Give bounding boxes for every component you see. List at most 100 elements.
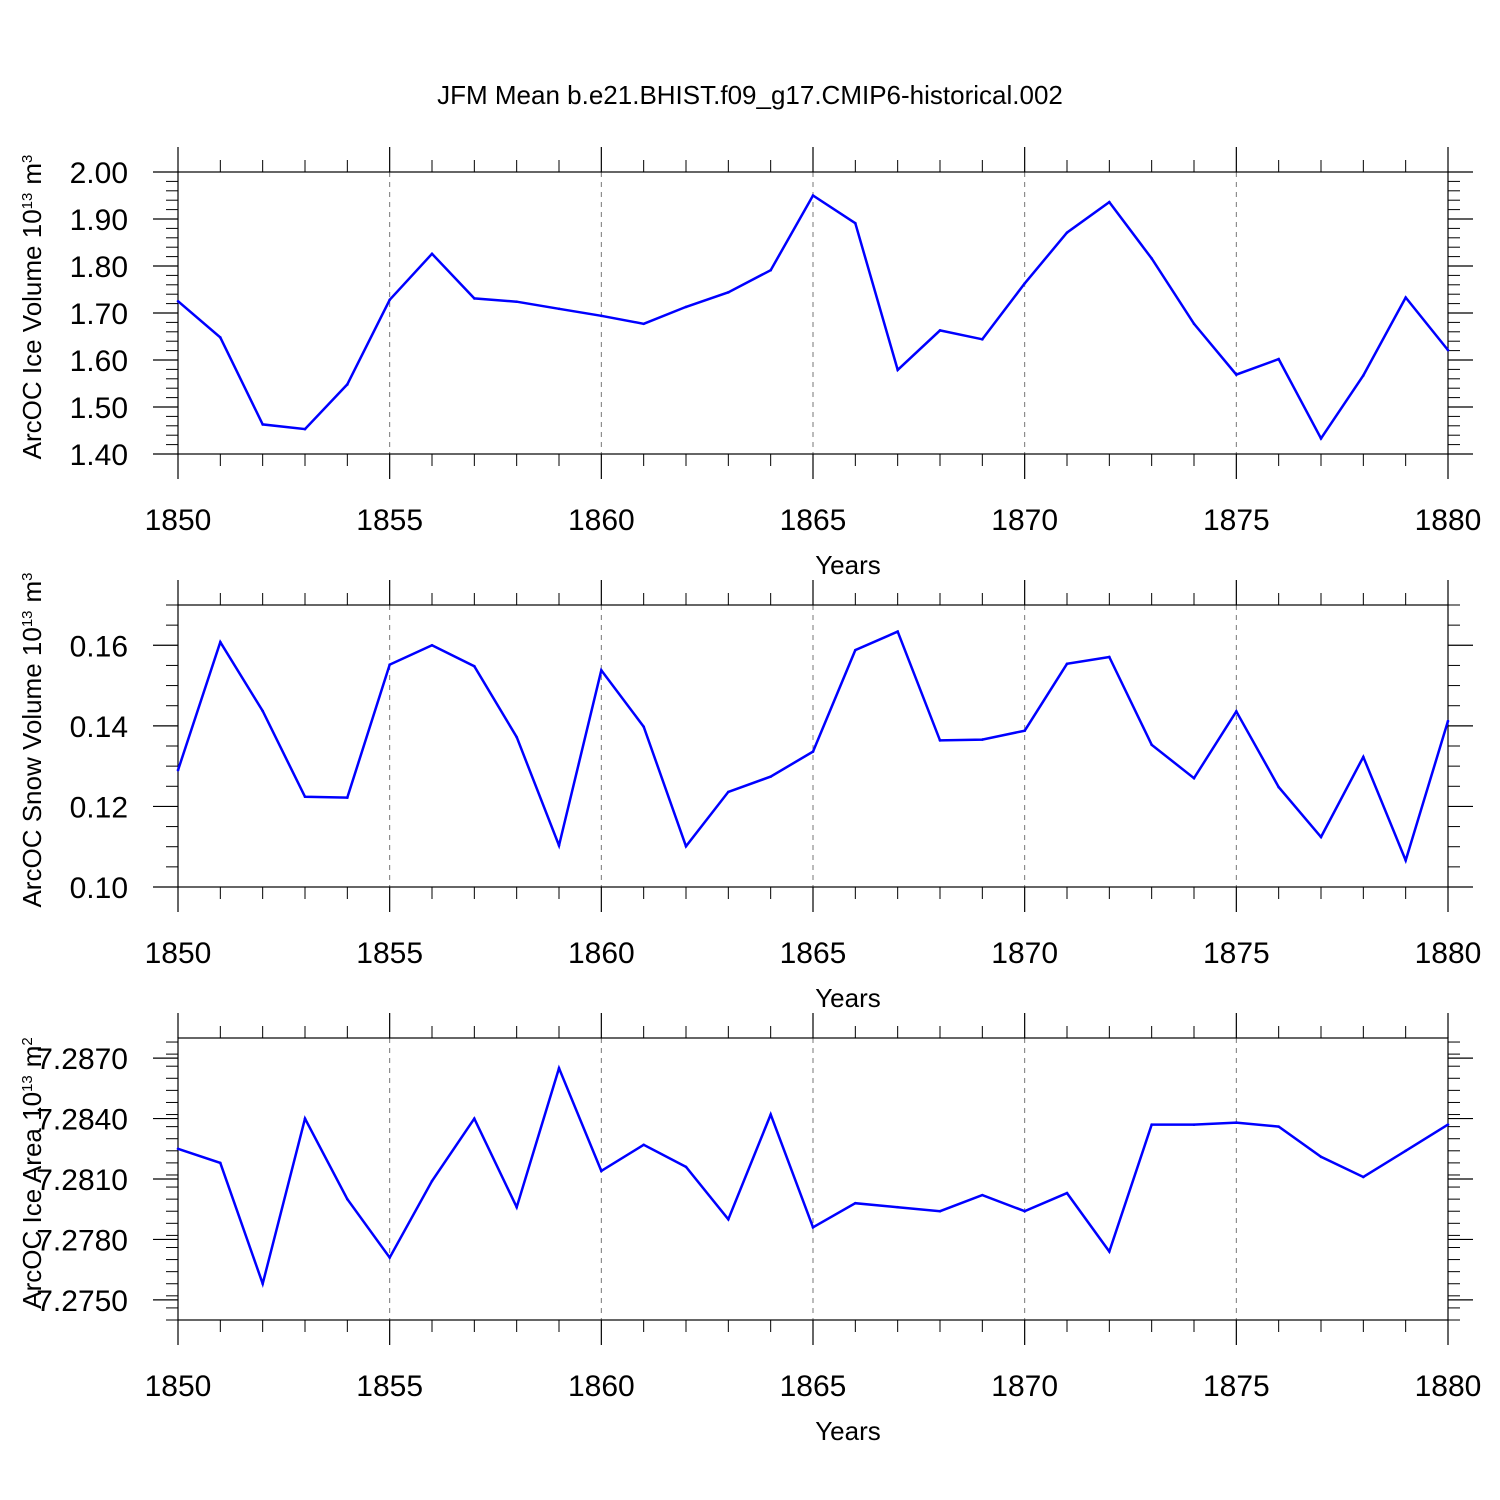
data-point xyxy=(981,1193,984,1197)
y-axis-title-superscript: 3 xyxy=(19,155,36,163)
y-tick-label: 1.60 xyxy=(70,345,128,378)
data-point xyxy=(219,336,222,339)
y-tick-label: 0.10 xyxy=(70,872,128,905)
data-point xyxy=(1404,1149,1407,1153)
y-axis-title-text: m xyxy=(17,581,47,603)
x-tick-label: 1865 xyxy=(780,504,847,537)
data-point xyxy=(176,299,180,303)
data-point xyxy=(600,668,603,672)
x-tick-label: 1880 xyxy=(1415,504,1482,537)
chart-panel-2: 1850 1855 1860 1865 1870 1875 1880 0.10 0.12 0.14… xyxy=(17,572,1481,1013)
y-axis-title: ArcOC Snow Volume 1013 m3 xyxy=(17,572,47,907)
data-point xyxy=(1277,357,1280,361)
x-tick-label: 1870 xyxy=(991,937,1058,970)
data-point xyxy=(1192,776,1196,780)
x-tick-label: 1870 xyxy=(991,1370,1058,1403)
y-tick-label: 0.14 xyxy=(70,711,128,744)
data-point xyxy=(684,305,688,309)
data-point xyxy=(1108,655,1111,659)
y-axis-title-superscript: 3 xyxy=(19,572,36,580)
y-tick-label: 7.2870 xyxy=(36,1043,128,1076)
data-point xyxy=(600,1169,603,1173)
y-tick-label: 7.2750 xyxy=(36,1285,128,1318)
data-point xyxy=(938,1209,942,1213)
data-point xyxy=(684,1165,688,1169)
data-point xyxy=(1235,1121,1238,1124)
y-tick-label: 7.2840 xyxy=(36,1104,128,1137)
y-tick-label: 1.70 xyxy=(70,298,128,331)
data-point xyxy=(303,795,307,799)
y-axis-title-text: ArcOC Ice Area 10 xyxy=(17,1092,47,1309)
data-point xyxy=(981,338,984,341)
data-point xyxy=(430,643,434,647)
data-point xyxy=(854,648,857,652)
x-tick-label: 1855 xyxy=(356,504,423,537)
data-point xyxy=(1065,1191,1069,1195)
data-point xyxy=(1023,1209,1026,1213)
data-point xyxy=(1446,348,1450,352)
data-point xyxy=(1023,282,1026,285)
y-axis-title: ArcOC Ice Area 1013 m2 xyxy=(17,1037,47,1308)
data-point xyxy=(219,1161,222,1165)
data-point xyxy=(303,1117,307,1120)
data-point xyxy=(1362,374,1365,377)
y-axis-title-group: ArcOC Ice Volume 1013 m3 xyxy=(17,155,47,460)
x-tick-label: 1875 xyxy=(1203,1370,1270,1403)
data-point xyxy=(430,1179,434,1183)
x-axis-title: Years xyxy=(815,1416,881,1446)
data-point xyxy=(261,423,264,426)
data-point xyxy=(303,427,307,431)
x-tick-label: 1865 xyxy=(780,937,847,970)
x-tick-label: 1870 xyxy=(991,504,1058,537)
y-axis-title: ArcOC Ice Volume 1013 m3 xyxy=(17,155,47,460)
y-tick-label: 7.2780 xyxy=(36,1224,128,1257)
data-point xyxy=(346,796,349,799)
data-point xyxy=(684,845,688,848)
data-point xyxy=(1235,373,1238,376)
y-axis-title-group: ArcOC Snow Volume 1013 m3 xyxy=(17,572,47,907)
data-point xyxy=(642,725,645,728)
data-point xyxy=(769,268,772,272)
data-point xyxy=(854,1201,857,1205)
data-point xyxy=(557,844,561,847)
data-point xyxy=(557,1066,561,1070)
x-tick-label: 1850 xyxy=(145,1370,212,1403)
y-tick-label: 0.12 xyxy=(70,791,128,824)
data-point xyxy=(1150,1123,1153,1126)
data-point xyxy=(811,1226,815,1229)
data-point xyxy=(1446,719,1450,723)
chart-panel-3: 1850 1855 1860 1865 1870 1875 1880 7.2750 7.2780… xyxy=(17,1013,1481,1446)
y-tick-label: 1.40 xyxy=(70,439,128,472)
data-point xyxy=(388,663,391,666)
data-point xyxy=(981,738,984,741)
data-point xyxy=(1319,835,1323,839)
data-point xyxy=(557,307,561,311)
y-axis-title-superscript: 13 xyxy=(19,610,36,627)
data-point xyxy=(515,735,518,739)
data-point xyxy=(1235,710,1238,713)
data-point xyxy=(1319,437,1323,440)
data-point xyxy=(938,329,942,332)
x-tick-label: 1865 xyxy=(780,1370,847,1403)
data-point xyxy=(727,291,730,294)
data-point xyxy=(346,1197,349,1201)
data-point xyxy=(642,1143,645,1147)
data-point xyxy=(219,640,222,644)
y-axis-title-text: m xyxy=(17,1046,47,1068)
figure-title: JFM Mean b.e21.BHIST.f09_g17.CMIP6-histo… xyxy=(437,80,1063,110)
x-tick-label: 1855 xyxy=(356,937,423,970)
data-point xyxy=(1362,1175,1365,1179)
data-point xyxy=(176,768,180,772)
x-tick-label: 1880 xyxy=(1415,937,1482,970)
data-point xyxy=(1319,1155,1323,1159)
y-axis-title-superscript: 13 xyxy=(19,1075,36,1092)
y-tick-label: 1.50 xyxy=(70,392,128,425)
data-point xyxy=(1108,200,1111,204)
data-point xyxy=(1108,1250,1111,1253)
data-point xyxy=(1065,662,1069,666)
data-point xyxy=(769,1113,772,1116)
data-point xyxy=(261,1282,264,1286)
y-axis-title-text: m xyxy=(17,163,47,185)
data-point xyxy=(1404,296,1407,299)
